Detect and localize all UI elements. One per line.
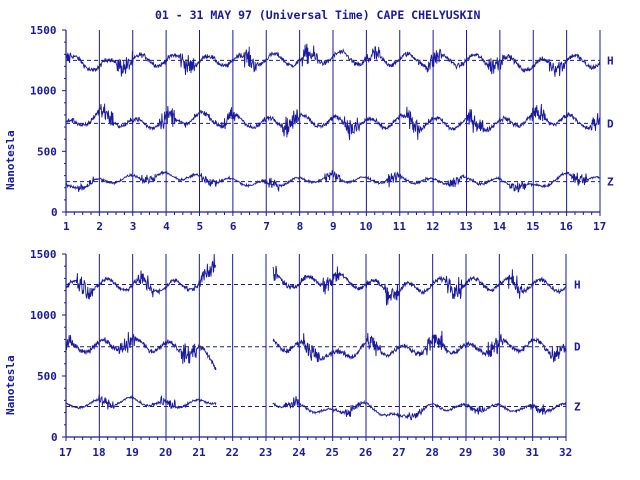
x-tick-label: 11 <box>393 220 407 233</box>
series-label-D: D <box>607 117 614 130</box>
y-tick-label: 0 <box>51 206 58 219</box>
x-tick-label: 15 <box>526 220 539 233</box>
x-tick-label: 4 <box>163 220 170 233</box>
x-tick-label: 24 <box>292 446 306 459</box>
y-axis-label-top: Nanotesla <box>4 130 17 190</box>
series-label-H: H <box>607 54 614 67</box>
x-tick-label: 8 <box>297 220 304 233</box>
panel-bottom: 17 18 19 20 21 22 23 24 25 26 27 28 29 30 31 32 0 500 1000… <box>30 248 581 459</box>
x-tick-label: 22 <box>226 446 239 459</box>
x-tick-label: 30 <box>492 446 505 459</box>
x-tick-label: 3 <box>130 220 137 233</box>
series-trace-H <box>65 253 567 306</box>
x-tick-label: 13 <box>460 220 473 233</box>
y-tick-label: 1000 <box>30 85 57 98</box>
y-tick-label: 1500 <box>30 248 57 261</box>
series-trace-Z <box>65 394 567 421</box>
x-tick-label: 6 <box>230 220 237 233</box>
series-trace-D <box>65 103 601 141</box>
x-tick-label: 29 <box>459 446 472 459</box>
x-tick-label: 25 <box>326 446 339 459</box>
y-axis-label-bottom: Nanotesla <box>4 355 17 415</box>
x-tick-label: 32 <box>559 446 572 459</box>
series-label-Z: Z <box>574 401 581 414</box>
x-tick-label: 2 <box>96 220 103 233</box>
y-tick-label: 500 <box>37 370 57 383</box>
x-tick-label: 20 <box>159 446 172 459</box>
series-trace-D <box>65 330 567 371</box>
x-tick-label: 14 <box>493 220 507 233</box>
chart-title: 01 - 31 MAY 97 (Universal Time) CAPE CHE… <box>155 8 480 22</box>
x-tick-label: 26 <box>359 446 373 459</box>
x-tick-label: 7 <box>263 220 270 233</box>
y-tick-label: 0 <box>51 431 58 444</box>
x-tick-label: 17 <box>593 220 606 233</box>
x-tick-label: 1 <box>63 220 70 233</box>
series-label-Z: Z <box>607 176 614 189</box>
x-tick-label: 19 <box>126 446 139 459</box>
x-tick-label: 27 <box>392 446 405 459</box>
x-tick-label: 16 <box>560 220 574 233</box>
series-label-H: H <box>574 279 581 292</box>
x-tick-label: 10 <box>359 220 372 233</box>
y-tick-label: 1000 <box>30 309 57 322</box>
x-tick-label: 12 <box>426 220 439 233</box>
x-tick-label: 23 <box>259 446 272 459</box>
x-tick-label: 17 <box>59 446 72 459</box>
series-trace-Z <box>65 170 601 193</box>
x-tick-label: 5 <box>197 220 204 233</box>
x-tick-label: 31 <box>526 446 540 459</box>
x-tick-label: 21 <box>192 446 206 459</box>
series-label-D: D <box>574 341 581 354</box>
y-tick-label: 500 <box>37 145 57 158</box>
x-tick-label: 28 <box>426 446 439 459</box>
x-tick-label: 9 <box>330 220 337 233</box>
series-trace-H <box>65 43 601 77</box>
x-tick-label: 18 <box>92 446 105 459</box>
y-tick-label: 1500 <box>30 24 57 37</box>
